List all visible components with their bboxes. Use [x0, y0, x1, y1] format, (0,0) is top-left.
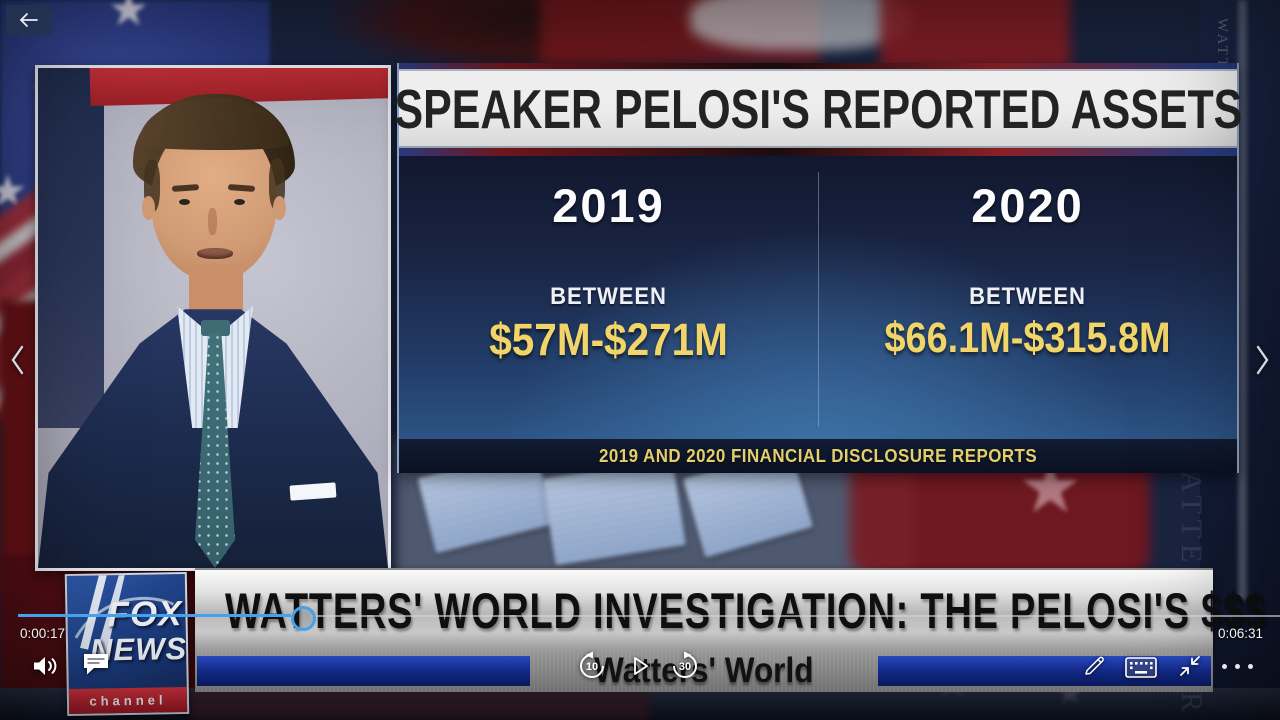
anchor-photo [35, 65, 391, 571]
skip-forward-label: 30 [678, 661, 692, 673]
band-blue-left [197, 656, 530, 686]
anchor-tie [201, 320, 230, 336]
volume-button[interactable] [30, 652, 62, 680]
captions-button[interactable] [80, 650, 112, 678]
previous-button[interactable] [2, 332, 32, 388]
column-divider [818, 172, 819, 427]
ellipsis-icon [1235, 664, 1240, 669]
collapse-arrows-icon [1180, 656, 1200, 676]
anchor-pocket-square [289, 482, 337, 501]
panel-title: SPEAKER PELOSI'S REPORTED ASSETS [394, 77, 1242, 140]
panel-mid-stripe [399, 148, 1237, 156]
pencil-icon [1085, 656, 1104, 675]
headline-banner: WATTERS' WORLD INVESTIGATION: THE PELOSI… [195, 568, 1266, 652]
next-button[interactable] [1248, 332, 1278, 388]
total-duration: 0:06:31 [1218, 626, 1264, 641]
anchor-eye [179, 199, 190, 205]
qualifier-label: BETWEEN [550, 283, 667, 310]
elapsed-time: 0:00:17 [20, 626, 66, 641]
skip-back-button[interactable]: 10 [575, 650, 609, 682]
rotate-cw-icon [673, 651, 697, 678]
progress-handle[interactable] [291, 606, 316, 631]
qualifier-label: BETWEEN [969, 283, 1086, 310]
star-icon: ★ [108, 0, 150, 35]
anchor-nose [208, 208, 217, 235]
anchor-hair-front [139, 98, 289, 150]
skip-forward-button[interactable]: 30 [668, 650, 702, 682]
studio-backdrop-left [38, 68, 104, 428]
year-label: 2019 [552, 179, 665, 232]
year-label: 2020 [971, 179, 1084, 232]
chevron-right-icon [1256, 345, 1269, 375]
panel-top-stripe [399, 63, 1237, 69]
arrow-left-icon [19, 13, 38, 27]
ellipsis-icon [1222, 664, 1227, 669]
show-title: Watters' World [594, 651, 814, 690]
assets-graphic-panel: SPEAKER PELOSI'S REPORTED ASSETS 2019 BE… [394, 63, 1242, 473]
play-icon [634, 657, 648, 675]
panel-source-bar: 2019 AND 2020 FINANCIAL DISCLOSURE REPOR… [399, 439, 1237, 473]
headline-text: WATTERS' WORLD INVESTIGATION: THE PELOSI… [225, 583, 1267, 639]
rotate-ccw-icon [580, 651, 604, 678]
panel-body: 2019 BETWEEN $57M-$271M 2020 BETWEEN $66… [399, 156, 1237, 439]
band-blue-right [878, 656, 1211, 686]
source-attribution: 2019 AND 2020 FINANCIAL DISCLOSURE REPOR… [598, 445, 1038, 466]
speaker-icon [34, 657, 57, 675]
speech-bubble-icon [84, 654, 108, 675]
asset-range-value: $57M-$271M [489, 314, 728, 365]
keyboard-icon [1125, 656, 1157, 678]
anchor-ear [142, 196, 155, 220]
edit-button[interactable] [1080, 652, 1108, 680]
progress-bar-played[interactable] [18, 614, 291, 617]
keyboard-button[interactable] [1124, 656, 1158, 678]
progress-bar-remaining[interactable] [311, 615, 1280, 617]
more-options-button[interactable] [1222, 664, 1253, 669]
asset-range-value: $66.1M-$315.8M [884, 314, 1171, 362]
assets-column-2019: 2019 BETWEEN $57M-$271M [399, 156, 818, 439]
anchor-ear [273, 196, 286, 220]
play-button[interactable] [626, 652, 654, 680]
exit-fullscreen-button[interactable] [1176, 652, 1204, 680]
anchor-mouth [197, 248, 233, 259]
chevron-left-icon [11, 345, 24, 375]
panel-title-bar: SPEAKER PELOSI'S REPORTED ASSETS [394, 69, 1242, 148]
anchor-eye [234, 199, 245, 205]
ellipsis-icon [1248, 664, 1253, 669]
back-button[interactable] [6, 5, 52, 35]
skip-back-label: 10 [585, 661, 599, 673]
assets-column-2020: 2020 BETWEEN $66.1M-$315.8M [818, 156, 1237, 439]
fox-news-logo: FOX NEWS channel [64, 571, 190, 717]
